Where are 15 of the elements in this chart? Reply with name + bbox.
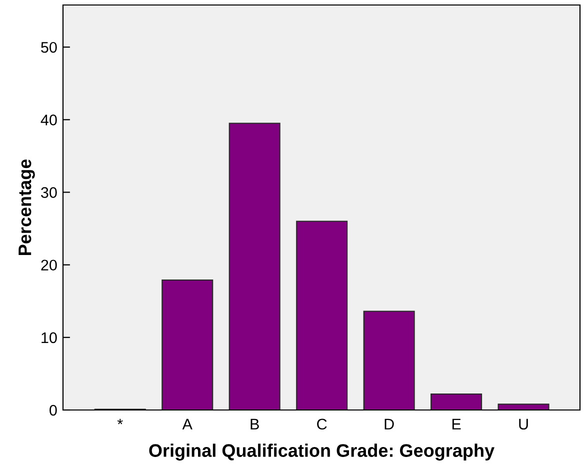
- x-tick-label: C: [317, 418, 327, 430]
- y-tick-label: 20: [41, 260, 57, 271]
- y-tick-label: 30: [41, 187, 57, 198]
- y-axis-title: Percentage: [18, 159, 35, 255]
- y-tick-label: 10: [42, 332, 57, 344]
- y-tick-label: 40: [40, 114, 57, 126]
- x-axis-title: Original Qualification Grade: Geography: [149, 444, 494, 461]
- y-tick-label: 50: [41, 42, 57, 53]
- x-tick-label: E: [452, 418, 461, 430]
- x-tick-label: D: [384, 418, 394, 430]
- x-tick-label: *: [117, 418, 123, 424]
- y-tick-label: 0: [50, 404, 57, 416]
- x-tick-label: U: [519, 418, 528, 430]
- x-tick-label: A: [182, 418, 192, 430]
- x-tick-label: B: [250, 418, 259, 430]
